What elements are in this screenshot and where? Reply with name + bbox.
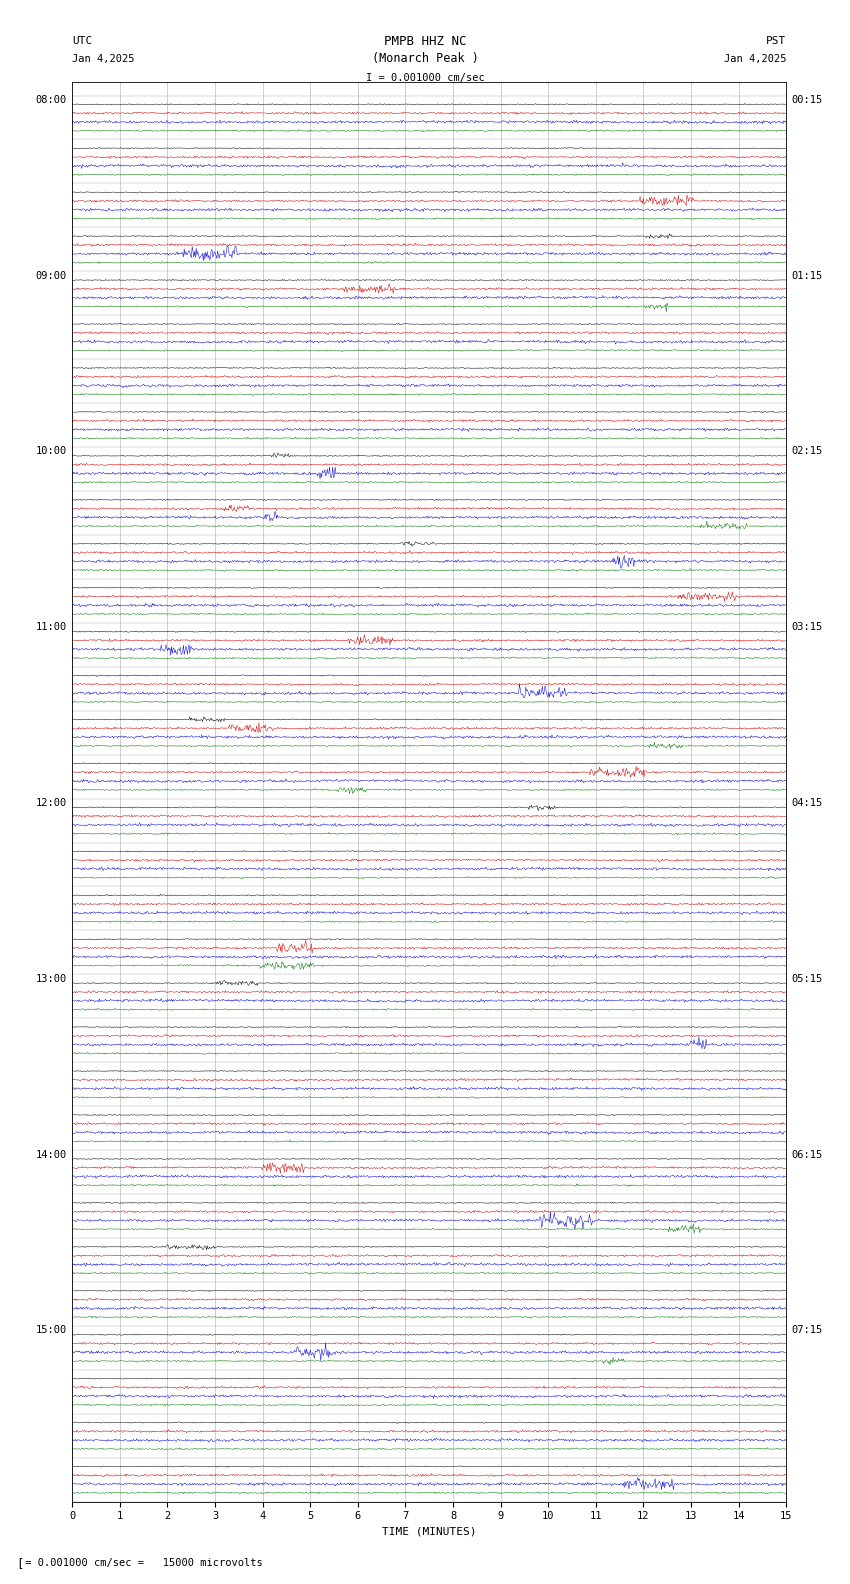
Text: PMPB HHZ NC: PMPB HHZ NC [383,35,467,48]
Text: 13:00: 13:00 [36,974,66,984]
Text: 14:00: 14:00 [36,1150,66,1159]
Text: PST: PST [766,36,786,46]
Text: [: [ [10,1557,25,1570]
Text: Jan 4,2025: Jan 4,2025 [723,54,786,63]
Text: 08:00: 08:00 [36,95,66,105]
Text: = 0.001000 cm/sec =   15000 microvolts: = 0.001000 cm/sec = 15000 microvolts [19,1559,263,1568]
X-axis label: TIME (MINUTES): TIME (MINUTES) [382,1527,477,1536]
Text: I = 0.001000 cm/sec: I = 0.001000 cm/sec [366,73,484,82]
Text: 07:15: 07:15 [792,1326,823,1335]
Text: 15:00: 15:00 [36,1326,66,1335]
Text: UTC: UTC [72,36,93,46]
Text: 05:15: 05:15 [792,974,823,984]
Text: 06:15: 06:15 [792,1150,823,1159]
Text: 12:00: 12:00 [36,798,66,808]
Text: 00:15: 00:15 [792,95,823,105]
Text: 01:15: 01:15 [792,271,823,280]
Text: 02:15: 02:15 [792,447,823,456]
Text: 04:15: 04:15 [792,798,823,808]
Text: 09:00: 09:00 [36,271,66,280]
Text: (Monarch Peak ): (Monarch Peak ) [371,52,479,65]
Text: Jan 4,2025: Jan 4,2025 [72,54,135,63]
Text: 03:15: 03:15 [792,623,823,632]
Text: 10:00: 10:00 [36,447,66,456]
Text: 11:00: 11:00 [36,623,66,632]
